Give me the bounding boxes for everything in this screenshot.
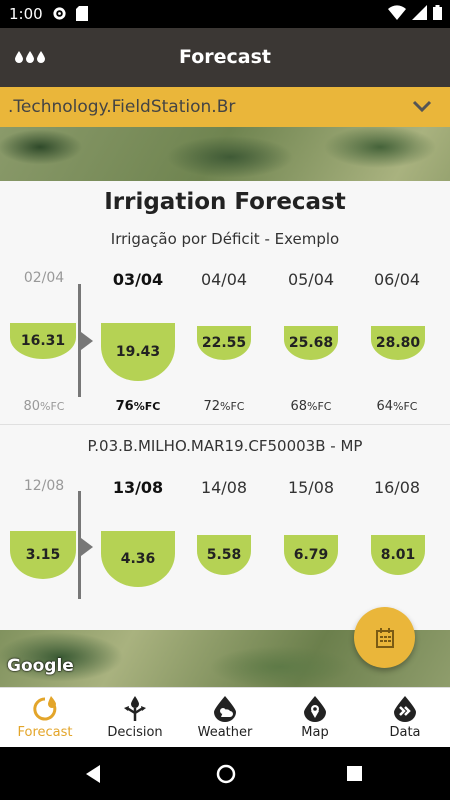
weather-icon: [214, 696, 236, 722]
sdcard-status-icon: [76, 6, 88, 21]
status-time: 1:00: [9, 5, 43, 23]
divider: [0, 424, 450, 425]
chevron-down-icon[interactable]: [412, 99, 432, 113]
day-date: 02/04: [23, 270, 65, 286]
water-bowl: 28.80: [371, 326, 425, 360]
day-date: 13/08: [112, 478, 164, 497]
day-date: 12/08: [23, 478, 65, 494]
calendar-icon: [375, 627, 394, 648]
nav-map[interactable]: Map: [270, 688, 360, 747]
day-date: 16/08: [373, 478, 421, 497]
field-capacity: 80%FC: [23, 399, 65, 414]
water-bowl: 16.31: [10, 323, 76, 359]
plot-title: P.03.B.MILHO.MAR19.CF50003B - MP: [87, 437, 363, 455]
day-date: 03/04: [112, 270, 164, 289]
water-bowl: 3.15: [10, 531, 76, 579]
settings-status-icon: [53, 7, 66, 20]
station-name: .Technology.FieldStation.Br: [8, 97, 236, 117]
bottom-navigation: Forecast Decision Weather Map Data: [0, 687, 450, 747]
water-bowl: 4.36: [101, 531, 175, 587]
today-pointer-icon: [81, 332, 93, 350]
forecast-card: Irrigation Forecast Irrigação por Défici…: [0, 181, 450, 630]
recents-icon[interactable]: [346, 765, 363, 782]
card-heading: Irrigation Forecast: [104, 189, 346, 215]
nav-label: Weather: [197, 725, 253, 740]
forecast-icon: [33, 696, 57, 721]
three-drops-icon[interactable]: [14, 50, 46, 64]
nav-decision[interactable]: Decision: [90, 688, 180, 747]
google-logo: Google: [7, 656, 74, 676]
nav-label: Decision: [107, 725, 163, 740]
field-capacity: 76%FC: [115, 399, 161, 414]
system-navigation-bar: [0, 747, 450, 800]
day-date: 06/04: [373, 270, 421, 289]
today-marker-line: [78, 284, 81, 397]
water-bowl: 8.01: [371, 535, 425, 575]
calendar-fab-button[interactable]: [354, 607, 415, 668]
water-bowl: 22.55: [197, 326, 251, 360]
nav-label: Data: [389, 725, 421, 740]
day-date: 14/08: [200, 478, 248, 497]
field-capacity: 64%FC: [376, 399, 418, 414]
day-date: 04/04: [200, 270, 248, 289]
signal-icon: [412, 5, 427, 20]
water-bowl: 25.68: [284, 326, 338, 360]
water-bowl: 5.58: [197, 535, 251, 575]
today-marker-line: [78, 491, 81, 599]
nav-weather[interactable]: Weather: [180, 688, 270, 747]
data-icon: [394, 696, 416, 722]
nav-data[interactable]: Data: [360, 688, 450, 747]
station-selector[interactable]: .Technology.FieldStation.Br: [0, 87, 450, 127]
decision-icon: [124, 696, 146, 721]
plot-title: Irrigação por Déficit - Exemplo: [110, 230, 340, 248]
nav-label: Forecast: [17, 725, 73, 740]
app-bar: Forecast: [0, 28, 450, 87]
nav-forecast[interactable]: Forecast: [0, 688, 90, 747]
day-date: 05/04: [287, 270, 335, 289]
back-icon[interactable]: [84, 764, 102, 784]
wifi-icon: [388, 5, 406, 20]
water-bowl: 19.43: [101, 323, 175, 381]
water-bowl: 6.79: [284, 535, 338, 575]
status-bar: 1:00: [0, 0, 450, 28]
home-icon[interactable]: [215, 763, 237, 785]
map-icon: [304, 696, 326, 722]
day-date: 15/08: [287, 478, 335, 497]
battery-icon: [433, 5, 442, 20]
field-capacity: 68%FC: [290, 399, 332, 414]
field-capacity: 72%FC: [203, 399, 245, 414]
page-title: Forecast: [179, 46, 271, 68]
nav-label: Map: [301, 725, 329, 740]
today-pointer-icon: [81, 538, 93, 556]
